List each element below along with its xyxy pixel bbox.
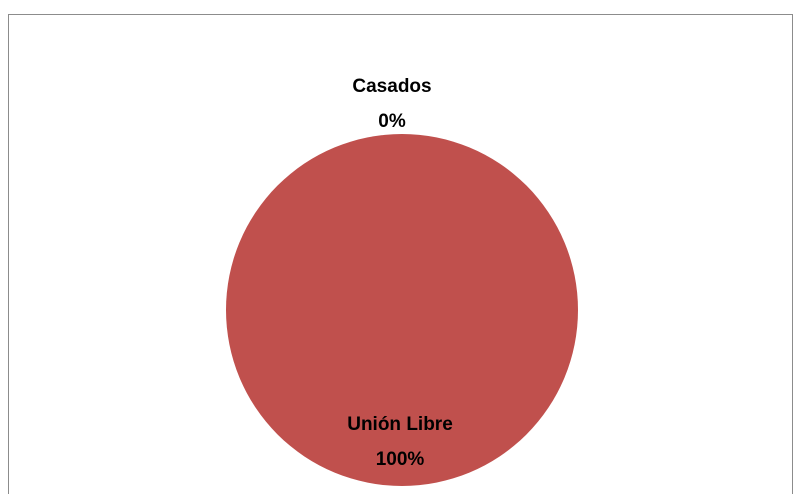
pie-slices bbox=[226, 134, 578, 486]
slice-label-union-libre-percent: 100% bbox=[376, 449, 425, 470]
slice-label-casados-name: Casados bbox=[352, 76, 431, 97]
slice-label-union-libre-name: Unión Libre bbox=[347, 414, 453, 435]
slice-label-casados-percent: 0% bbox=[378, 111, 406, 132]
pie-labels: Casados 0% Unión Libre 100% bbox=[347, 76, 453, 470]
pie-slice-uni-n-libre bbox=[226, 134, 578, 486]
